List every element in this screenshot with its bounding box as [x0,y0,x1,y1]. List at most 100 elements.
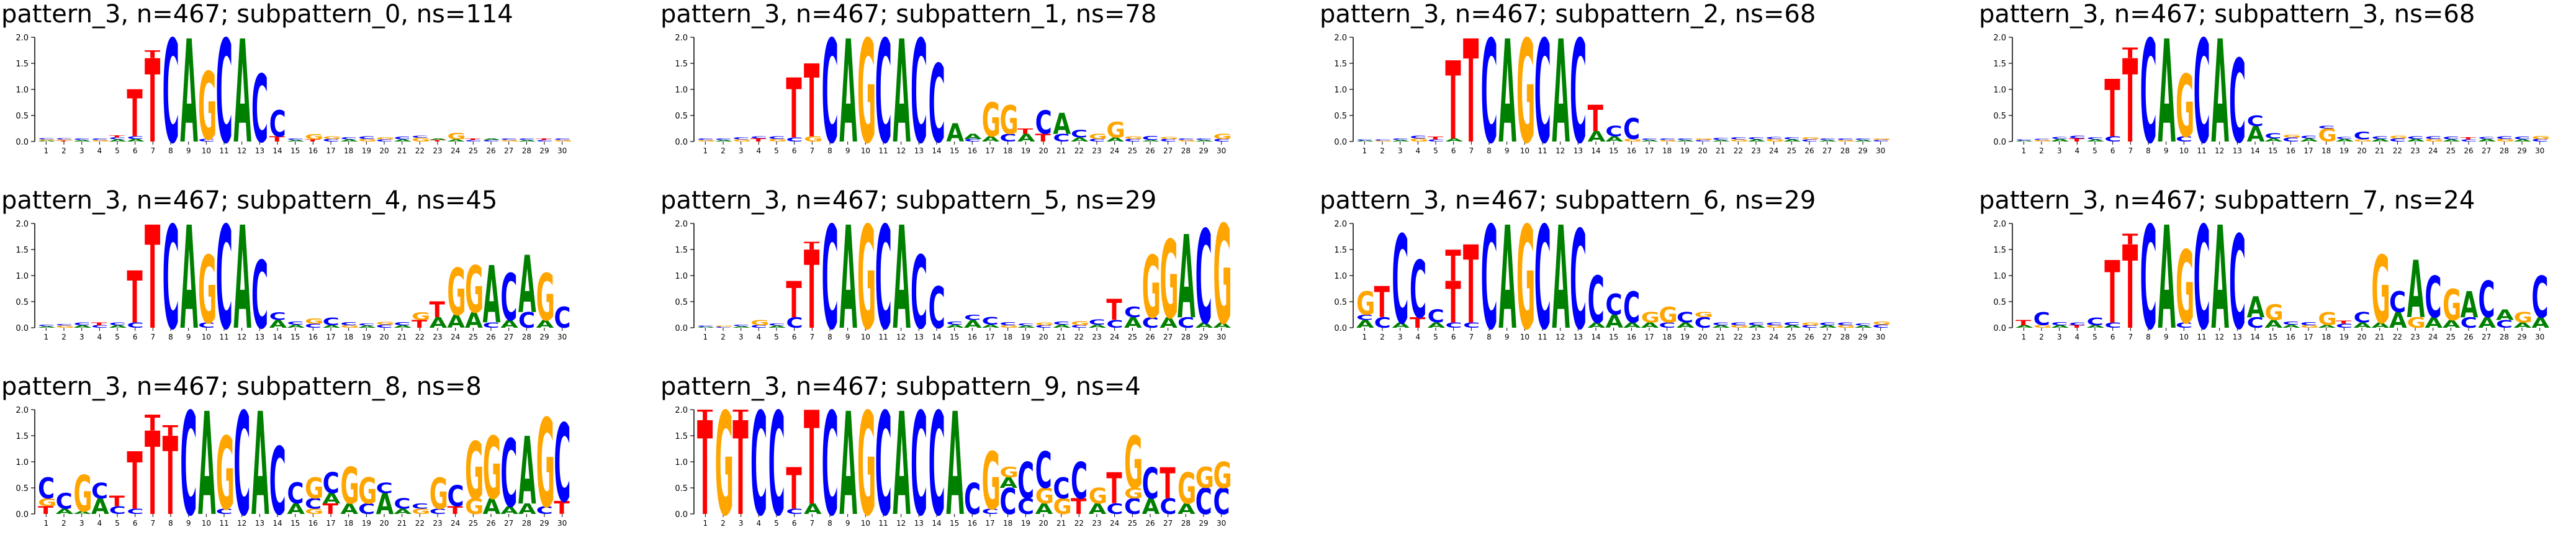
logo-letter-c: C [750,136,767,139]
y-tick-label: 0.5 [16,484,29,493]
logo-letter-g: G [1213,456,1232,497]
logo-letter-a: A [358,325,376,328]
logo-letter-a: A [500,504,518,516]
logo-letter-g: G [1178,140,1196,142]
x-tick-label: 2 [61,519,66,528]
logo-letter-c: C [999,132,1016,144]
x-tick-label: 15 [1609,333,1618,341]
logo-letter-a: A [964,318,982,330]
logo-letter-c: C [2443,136,2459,140]
x-tick-label: 12 [237,519,246,528]
logo-letter-c: C [1053,472,1070,505]
logo-letter-g: G [1124,136,1143,140]
x-tick-label: 24 [2428,333,2438,341]
x-tick-label: 1 [44,519,49,528]
logo-letter-a: A [2371,138,2389,143]
x-tick-label: 22 [1074,146,1084,155]
x-tick-label: 8 [168,333,173,341]
logo-letter-c: C [2051,137,2068,140]
x-tick-label: 15 [950,519,959,528]
logo-letter-t: T [145,48,161,60]
logo-letter-g: G [500,140,519,142]
logo-letter-c: C [287,477,304,510]
logo-letter-c: C [73,322,90,326]
logo-letter-c: C [1374,139,1391,141]
logo-letter-g: G [2514,310,2533,326]
x-tick-label: 4 [97,519,102,528]
logo-letter-a: A [323,490,341,507]
x-tick-label: 23 [1751,333,1760,341]
logo-letter-c: C [999,482,1016,523]
x-tick-label: 15 [2268,333,2277,341]
logo-letter-g: G [554,140,572,142]
logo-letter-c: C [2514,136,2531,140]
logo-letter-g: G [1695,138,1713,140]
logo-letter-c: C [2229,37,2246,169]
logo-letter-c: C [163,12,179,176]
y-tick-label: 1.5 [16,60,29,69]
x-tick-label: 22 [1074,519,1084,528]
logo-letter-a: A [1356,318,1374,330]
x-tick-label: 4 [97,333,102,341]
x-tick-label: 8 [827,146,832,155]
logo-letter-c: C [56,490,73,515]
logo-letter-c: C [768,384,785,540]
y-tick-label: 0.5 [16,112,29,121]
logo-letter-a: A [1552,198,1570,362]
logo-letter-c: C [1124,495,1141,520]
x-tick-label: 26 [1145,146,1155,155]
logo-letter-a: A [1053,324,1071,329]
x-tick-label: 3 [739,519,744,528]
x-tick-label: 18 [1662,146,1672,155]
y-tick-label: 0.5 [1993,112,2006,121]
x-tick-label: 16 [1627,146,1636,155]
logo-letter-c: C [554,301,570,335]
x-tick-label: 3 [79,333,84,341]
x-tick-label: 5 [1433,333,1438,341]
logo-letter-a: A [1142,140,1161,142]
logo-letter-a: A [839,12,857,176]
logo-letter-c: C [1801,139,1818,142]
logo-letter-a: A [447,311,465,332]
x-tick-label: 12 [896,146,906,155]
logo-letter-g: G [1213,196,1232,354]
logo-letter-c: C [536,504,553,516]
x-tick-label: 6 [133,146,138,155]
x-tick-label: 1 [44,333,49,341]
logo-letter-c: C [1481,198,1498,362]
x-tick-label: 28 [1181,146,1191,155]
x-tick-label: 27 [1822,146,1832,155]
logo-letter-c: C [2354,310,2371,326]
logo-letter-c: C [875,12,892,176]
x-tick-label: 25 [469,146,478,155]
x-tick-label: 11 [878,519,888,528]
x-tick-label: 17 [326,146,335,155]
x-tick-label: 26 [2464,333,2473,341]
logo-letter-t: T [697,407,713,424]
logo-letter-a: A [2478,138,2496,143]
x-tick-label: 29 [2517,333,2526,341]
y-tick-label: 0.0 [1993,138,2006,147]
x-tick-label: 12 [896,519,906,528]
logo-letter-t: T [2122,37,2138,169]
x-tick-label: 11 [219,519,228,528]
x-tick-label: 30 [1217,333,1226,341]
logo-letter-a: A [964,133,983,141]
x-tick-label: 17 [985,333,994,341]
x-tick-label: 8 [168,146,173,155]
logo-letter-g: G [1659,304,1677,328]
logo-letter-a: A [1677,140,1695,142]
x-tick-label: 20 [1038,519,1048,528]
logo-letter-t: T [109,493,125,510]
x-tick-label: 2 [1380,146,1385,155]
x-tick-label: 6 [2110,333,2115,341]
logo-letter-c: C [2407,136,2424,140]
logo-letter-g: G [305,133,323,142]
logo-letter-t: T [447,504,463,516]
logo-letter-g: G [999,464,1018,481]
logo-letter-t: T [732,407,748,424]
x-tick-label: 30 [1217,146,1226,155]
logo-letter-c: C [1428,306,1444,327]
logo-letter-c: C [1089,138,1106,143]
x-tick-label: 17 [326,519,335,528]
